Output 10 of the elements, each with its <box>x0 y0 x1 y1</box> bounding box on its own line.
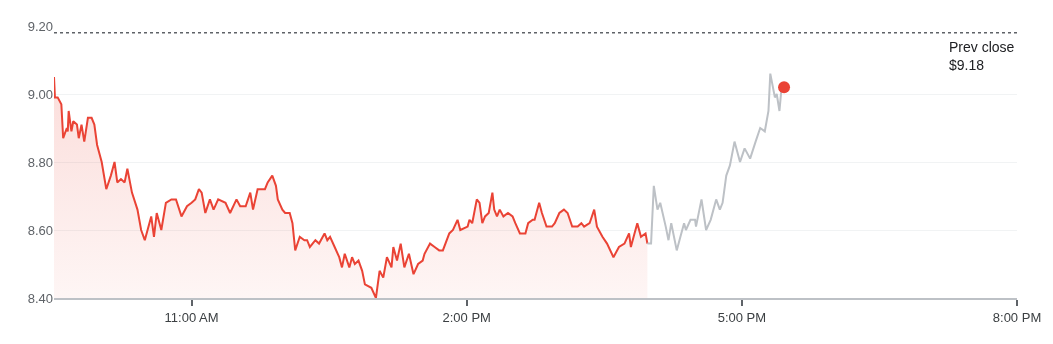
y-tick-label: 8.40 <box>27 290 53 306</box>
x-tick-label: 2:00 PM <box>442 309 491 325</box>
x-tick-label: 8:00 PM <box>992 309 1042 325</box>
ref-line-label: Prev close $9.18 <box>949 39 1015 74</box>
x-tick-label: 11:00 AM <box>164 309 219 325</box>
y-tick-label: 9.20 <box>27 18 53 34</box>
y-tick-label: 9.00 <box>27 86 53 102</box>
y-tick-label: 8.60 <box>27 222 53 238</box>
y-tick-label: 8.80 <box>27 154 53 170</box>
x-tick-label: 5:00 PM <box>717 309 767 325</box>
